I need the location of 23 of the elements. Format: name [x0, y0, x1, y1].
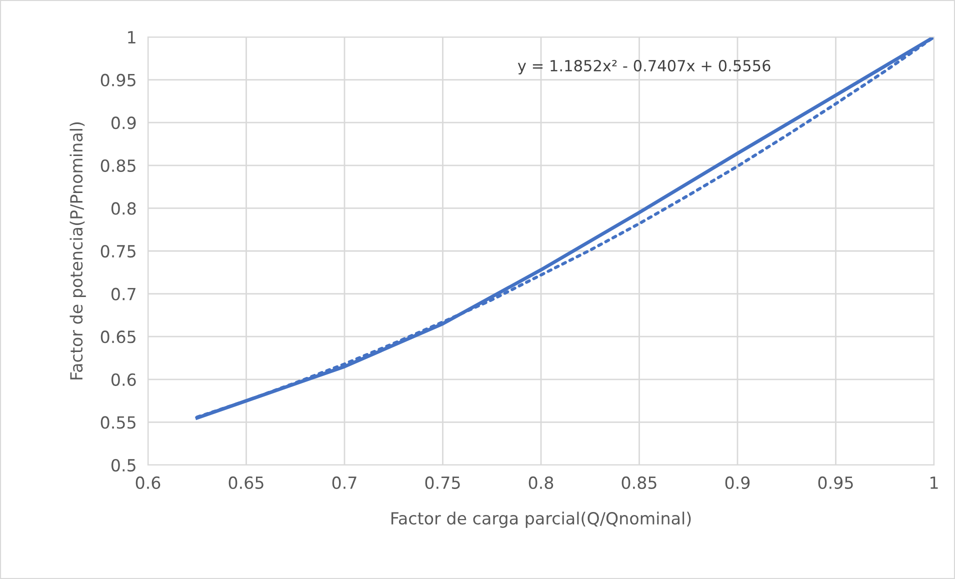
x-tick-label: 0.95	[818, 476, 853, 490]
y-tick-label: 0.85	[100, 159, 136, 172]
y-tick-label: 0.6	[111, 373, 136, 386]
annotation: y = 1.1852x² - 0.7407x + 0.5556	[518, 60, 770, 74]
y-tick-label: 0.95	[100, 74, 136, 86]
x-tick-label: 0.85	[622, 476, 656, 490]
y-tick-label: 0.75	[100, 244, 136, 258]
x-tick-label: 0.75	[425, 476, 460, 490]
y-tick-label: 0.8	[111, 202, 136, 215]
y-tick-label: 0.65	[100, 330, 136, 344]
y-tick-label: 0.5	[111, 458, 136, 472]
y-tick-label: 0.9	[111, 116, 136, 130]
x-axis-title: Factor de carga parcial(Q/Qnominal)	[391, 512, 691, 528]
x-tick-label: 0.65	[228, 476, 264, 490]
x-tick-label: 1	[930, 476, 938, 489]
y-axis-title: Factor de potencia(P/Pnominal)	[70, 122, 86, 380]
x-tick-label: 0.8	[528, 476, 554, 490]
y-tick-label: 0.55	[100, 416, 136, 429]
x-tick-label: 0.9	[725, 476, 750, 490]
y-tick-label: 1	[128, 31, 136, 44]
x-tick-label: 0.7	[332, 476, 356, 490]
x-tick-label: 0.6	[136, 476, 160, 490]
y-tick-label: 0.7	[111, 288, 136, 300]
